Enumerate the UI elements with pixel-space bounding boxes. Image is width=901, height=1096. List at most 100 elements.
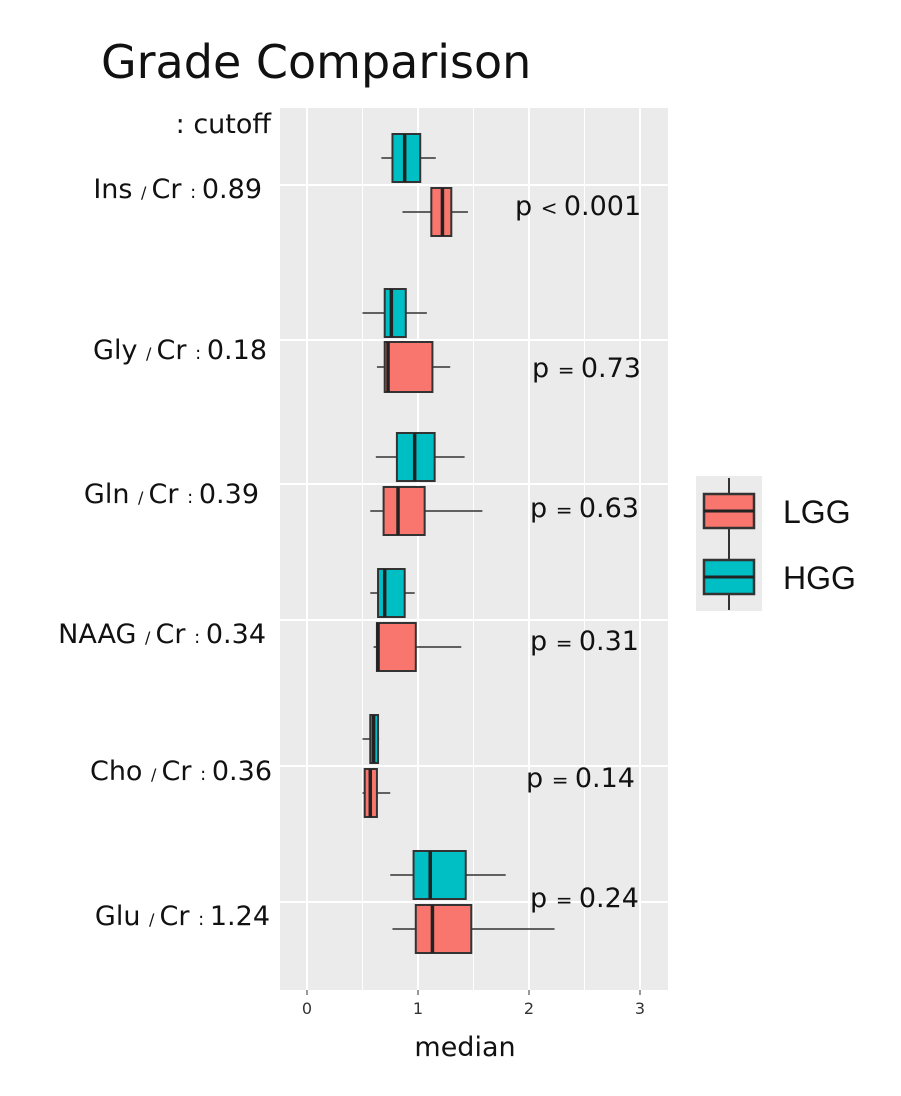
iqr-box xyxy=(383,341,434,393)
plot-panel xyxy=(280,108,668,990)
lgg-box-ins xyxy=(402,187,468,237)
colon: : xyxy=(194,627,206,648)
row-gln-boxes xyxy=(370,432,483,536)
p-operator: = xyxy=(556,498,579,522)
x-tick-label: 2 xyxy=(524,999,534,1018)
x-tick-label: 3 xyxy=(635,999,645,1018)
p-operator: < xyxy=(541,196,564,220)
separator: / xyxy=(146,344,156,363)
ratio-name: Cr xyxy=(149,479,188,510)
separator: / xyxy=(145,628,155,647)
p-label: p xyxy=(530,883,556,914)
cutoff-value: 0.89 xyxy=(202,174,262,205)
separator: / xyxy=(141,183,151,202)
lgg-box-cho xyxy=(362,768,391,818)
row-label-ins: Ins / Cr : 0.89 xyxy=(93,174,262,205)
p-value-gly: p = 0.73 xyxy=(532,353,641,384)
hgg-box-naag xyxy=(370,568,415,618)
colon: : xyxy=(187,487,199,508)
separator: / xyxy=(138,488,148,507)
row-cho-boxes xyxy=(362,714,391,818)
colon: : xyxy=(198,909,210,930)
row-label-gln: Gln / Cr : 0.39 xyxy=(84,479,259,510)
chart-title: Grade Comparison xyxy=(101,35,531,89)
cutoff-value: 1.24 xyxy=(210,901,270,932)
lgg-box-gly xyxy=(376,341,451,393)
x-tick-label: 0 xyxy=(302,999,312,1018)
row-gly-boxes xyxy=(362,288,451,393)
colon: : xyxy=(190,182,202,203)
x-axis-label: median xyxy=(414,1032,515,1063)
iqr-box xyxy=(383,288,407,338)
p-label: p xyxy=(530,493,556,524)
p-value-cho: p = 0.14 xyxy=(526,763,635,794)
hgg-box-ins xyxy=(381,133,436,183)
metabolite-name: Gly xyxy=(93,335,146,366)
lgg-box-glu xyxy=(392,904,555,954)
separator: / xyxy=(151,765,161,784)
legend-key-lgg xyxy=(702,478,756,544)
p-number: 0.73 xyxy=(581,353,641,384)
row-labels: Ins / Cr : 0.89 Gly / Cr : 0.18 Gln / Cr :… xyxy=(58,174,272,932)
p-number: 0.31 xyxy=(579,626,639,657)
metabolite-name: Gln xyxy=(84,479,138,510)
lgg-box-naag xyxy=(373,622,462,672)
p-number: 0.63 xyxy=(579,493,639,524)
x-tick-label: 1 xyxy=(413,999,423,1018)
p-value-glu: p = 0.24 xyxy=(530,883,639,914)
hgg-box-glu xyxy=(390,850,506,900)
legend: LGG HGG xyxy=(696,476,856,611)
metabolite-name: Glu xyxy=(95,901,149,932)
row-glu-boxes xyxy=(390,850,555,954)
p-value-naag: p = 0.31 xyxy=(530,626,639,657)
ratio-name: Cr xyxy=(162,756,201,787)
iqr-box xyxy=(377,568,406,618)
metabolite-name: NAAG xyxy=(58,619,145,650)
p-number: 0.001 xyxy=(564,191,641,222)
colon: : xyxy=(195,343,207,364)
ratio-name: Cr xyxy=(152,174,191,205)
hgg-box-gln xyxy=(375,432,465,482)
p-label: p xyxy=(532,353,558,384)
p-number: 0.14 xyxy=(575,763,635,794)
p-operator: = xyxy=(552,768,575,792)
colon: : xyxy=(200,764,212,785)
metabolite-name: Cho xyxy=(90,756,151,787)
legend-label-hgg: HGG xyxy=(783,560,856,596)
metabolite-name: Ins xyxy=(93,174,141,205)
row-naag-boxes xyxy=(370,568,462,672)
iqr-box xyxy=(414,904,473,954)
separator: / xyxy=(149,910,159,929)
row-label-glu: Glu / Cr : 1.24 xyxy=(95,901,270,932)
cutoff-value: 0.36 xyxy=(212,756,272,787)
x-axis: 0 1 2 3 xyxy=(302,990,645,1018)
p-label: p xyxy=(515,191,541,222)
lgg-box-gln xyxy=(370,486,483,536)
cutoff-value: 0.39 xyxy=(199,479,259,510)
iqr-box xyxy=(412,850,467,900)
p-operator: = xyxy=(558,358,581,382)
row-label-cho: Cho / Cr : 0.36 xyxy=(90,756,272,787)
ratio-name: Cr xyxy=(157,335,196,366)
ratio-name: Cr xyxy=(156,619,195,650)
iqr-box xyxy=(382,486,426,536)
ratio-name: Cr xyxy=(160,901,199,932)
p-value-ins: p < 0.001 xyxy=(515,191,641,222)
p-label: p xyxy=(530,626,556,657)
hgg-box-cho xyxy=(362,714,380,764)
hgg-box-gly xyxy=(362,288,427,338)
legend-key-hgg xyxy=(702,544,756,610)
p-value-gln: p = 0.63 xyxy=(530,493,639,524)
iqr-box xyxy=(375,622,417,672)
p-number: 0.24 xyxy=(579,883,639,914)
row-label-gly: Gly / Cr : 0.18 xyxy=(93,335,267,366)
cutoff-value: 0.18 xyxy=(207,335,267,366)
p-label: p xyxy=(526,763,552,794)
row-label-naag: NAAG / Cr : 0.34 xyxy=(58,619,266,650)
p-operator: = xyxy=(556,888,579,912)
p-operator: = xyxy=(556,631,579,655)
legend-label-lgg: LGG xyxy=(783,494,851,530)
cutoff-header: : cutoff xyxy=(176,109,273,140)
